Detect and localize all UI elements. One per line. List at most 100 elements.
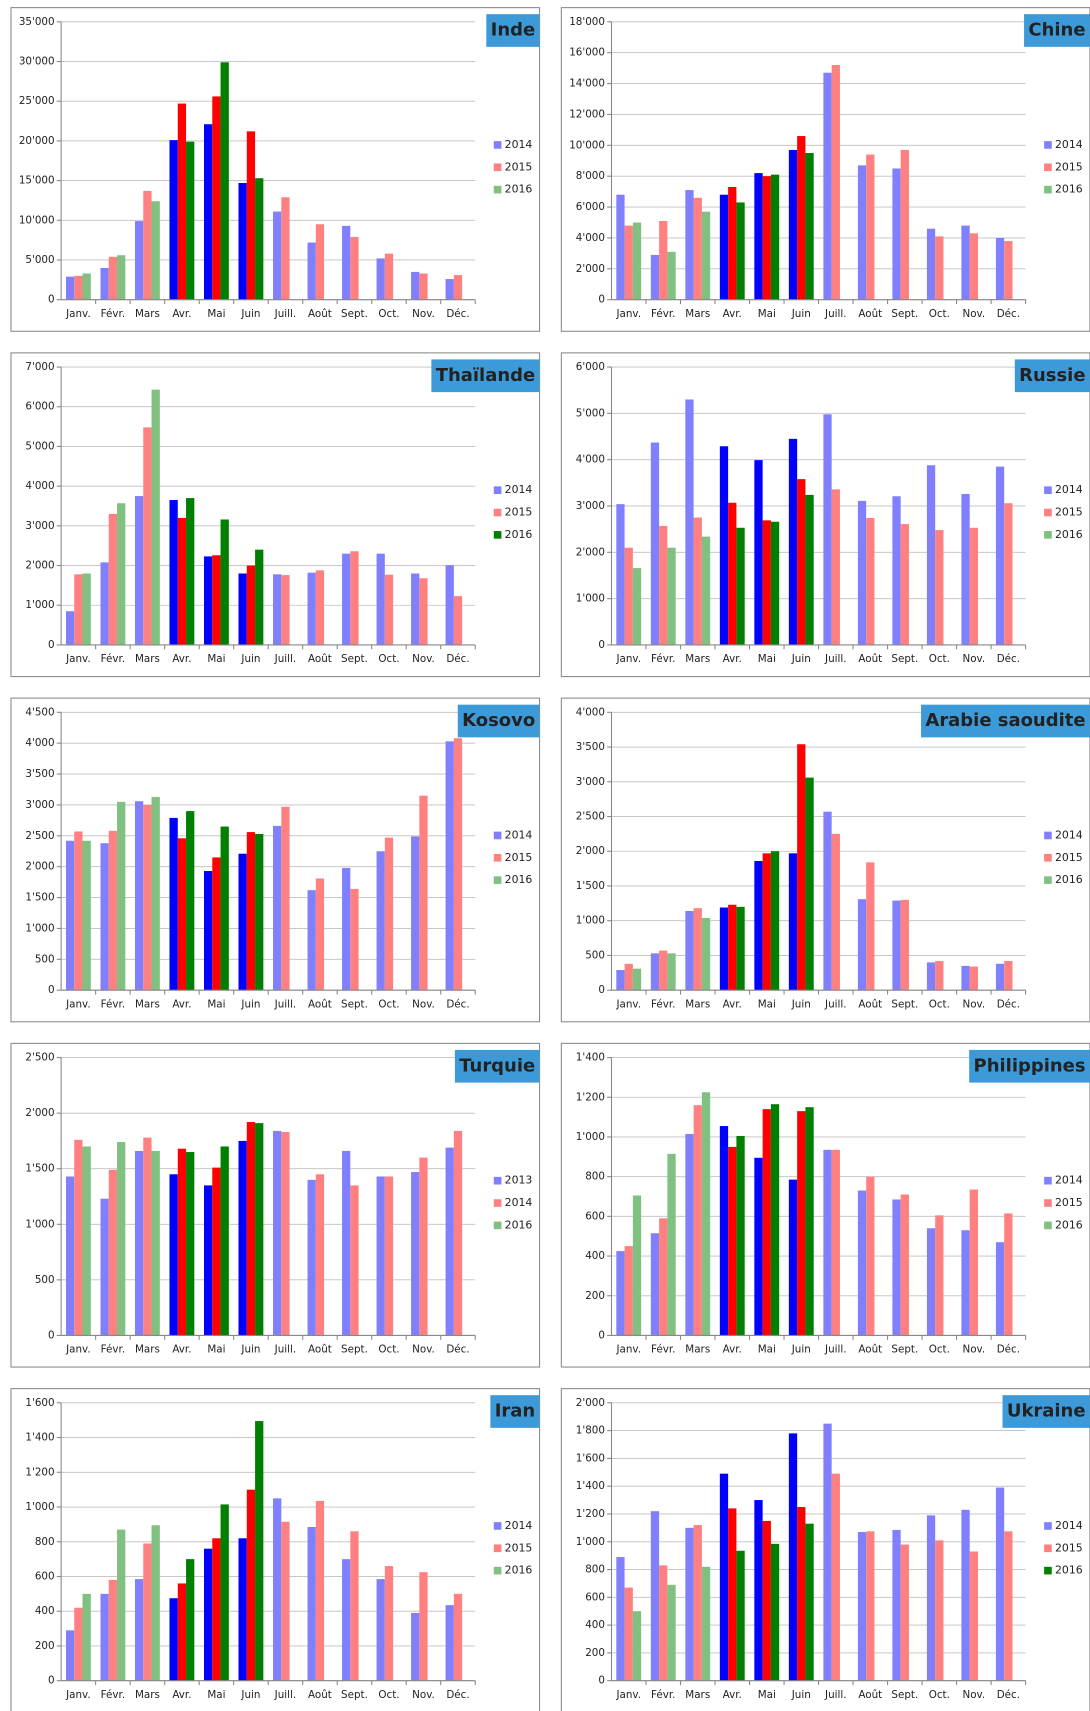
- chart-title: Russie: [1019, 365, 1085, 386]
- bar: [961, 493, 970, 645]
- legend-label: 2016: [505, 528, 533, 541]
- bar: [624, 963, 633, 991]
- legend-label: 2014: [1055, 1174, 1083, 1187]
- bar: [701, 917, 711, 991]
- bar: [100, 1593, 109, 1681]
- bar: [754, 460, 763, 645]
- bar: [74, 831, 83, 991]
- y-tick-label: 4'000: [576, 232, 605, 244]
- legend-swatch: [1044, 1566, 1052, 1575]
- bar: [177, 838, 187, 991]
- y-tick-label: 30'000: [19, 55, 55, 67]
- bar: [693, 517, 702, 645]
- bar: [186, 498, 195, 645]
- legend-swatch: [1044, 163, 1052, 172]
- x-tick-label: Nov.: [962, 998, 985, 1010]
- bar: [273, 211, 282, 300]
- bar: [203, 871, 213, 991]
- title-box: [431, 359, 540, 393]
- bar: [935, 961, 944, 991]
- legend-swatch: [1044, 1199, 1052, 1207]
- x-tick-label: Déc.: [446, 998, 469, 1010]
- bar: [117, 1529, 126, 1681]
- x-tick-label: Janv.: [615, 1344, 641, 1356]
- bar: [650, 953, 660, 991]
- x-tick-label: Janv.: [65, 1689, 91, 1701]
- y-tick-label: 2'000: [25, 1107, 54, 1119]
- bar: [212, 1538, 221, 1681]
- y-tick-label: 1'000: [25, 599, 54, 611]
- bar: [1004, 1213, 1013, 1336]
- y-tick-label: 400: [585, 1619, 605, 1631]
- bar: [100, 1198, 109, 1336]
- title-box: [486, 14, 540, 47]
- bar: [238, 573, 247, 645]
- title-box: [1024, 14, 1090, 47]
- y-tick-label: 2'000: [576, 263, 605, 275]
- x-tick-label: Janv.: [65, 998, 91, 1010]
- bar: [65, 1176, 75, 1336]
- y-tick-label: 800: [585, 1171, 605, 1183]
- bar: [797, 1507, 806, 1681]
- x-tick-label: Déc.: [997, 653, 1020, 665]
- bar: [736, 202, 745, 300]
- x-tick-label: Janv.: [615, 653, 641, 665]
- bar: [177, 1148, 187, 1336]
- bar: [805, 494, 814, 645]
- y-tick-label: 2'000: [25, 861, 54, 873]
- x-tick-label: Juill.: [274, 998, 297, 1010]
- bar: [238, 1538, 247, 1681]
- y-tick-label: 7'000: [25, 361, 54, 373]
- bar: [143, 1137, 152, 1336]
- bar: [788, 438, 798, 645]
- bar: [212, 1167, 221, 1336]
- legend-label: 2015: [505, 506, 533, 519]
- bar: [719, 194, 729, 300]
- bar: [117, 503, 126, 645]
- y-tick-label: 5'000: [25, 254, 54, 266]
- legend-swatch: [1044, 531, 1052, 539]
- bar: [273, 1498, 282, 1681]
- bar: [134, 801, 144, 991]
- bar: [315, 878, 325, 991]
- bar: [350, 236, 359, 300]
- y-tick-label: 20'000: [19, 135, 55, 147]
- legend-label: 2015: [505, 851, 533, 864]
- x-tick-label: Sept.: [891, 1689, 918, 1701]
- y-tick-label: 1'200: [576, 1091, 605, 1103]
- y-tick-label: 3'000: [576, 776, 605, 788]
- y-tick-label: 2'500: [25, 1052, 54, 1064]
- legend-swatch: [493, 1199, 502, 1207]
- bar: [117, 801, 126, 991]
- bar: [238, 1140, 247, 1336]
- bar: [770, 1104, 780, 1336]
- legend-label: 2016: [1055, 183, 1083, 196]
- y-tick-label: 200: [585, 1290, 605, 1302]
- y-tick-label: 1'800: [576, 1425, 605, 1437]
- bar: [995, 1242, 1005, 1336]
- legend-label: 2014: [1055, 483, 1083, 496]
- bar: [151, 1150, 160, 1336]
- bar: [281, 575, 290, 645]
- bar: [246, 832, 256, 991]
- x-tick-label: Juin: [240, 998, 260, 1010]
- x-tick-label: Mai: [207, 308, 225, 320]
- chart-title: Chine: [1028, 20, 1085, 41]
- x-tick-label: Avr.: [172, 308, 191, 320]
- x-tick-label: Mars: [135, 998, 160, 1010]
- bar: [220, 519, 229, 645]
- bar: [900, 524, 909, 645]
- x-tick-label: Nov.: [962, 1689, 985, 1701]
- y-tick-label: 200: [35, 1640, 55, 1652]
- y-tick-label: 0: [48, 1675, 55, 1687]
- legend-swatch: [493, 1566, 502, 1575]
- x-tick-label: Janv.: [615, 998, 641, 1010]
- bar: [238, 182, 247, 300]
- x-tick-label: Mai: [758, 1344, 776, 1356]
- bar: [445, 1605, 454, 1681]
- bar: [632, 568, 642, 645]
- bar: [453, 1130, 463, 1336]
- bar: [108, 1169, 118, 1336]
- bar: [701, 211, 711, 300]
- y-tick-label: 200: [585, 1647, 605, 1659]
